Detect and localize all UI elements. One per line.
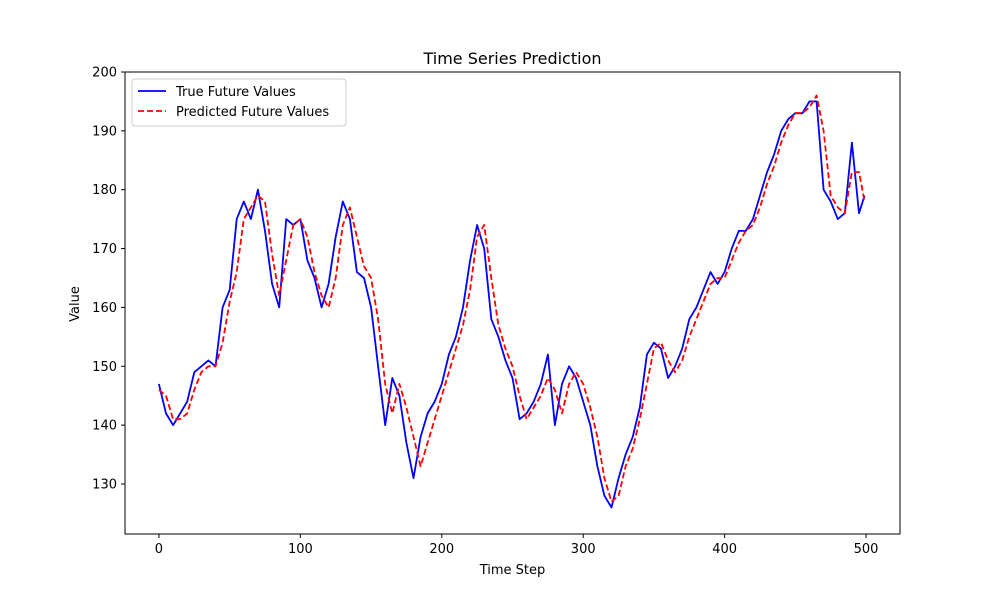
x-axis-label: Time Step <box>479 563 546 578</box>
y-tick-label: 140 <box>92 419 117 434</box>
y-tick-label: 200 <box>92 66 117 81</box>
x-tick-label: 200 <box>429 542 454 557</box>
x-tick-label: 300 <box>571 542 596 557</box>
y-tick-label: 180 <box>92 183 117 198</box>
y-tick-label: 190 <box>92 124 117 139</box>
x-tick-label: 100 <box>288 542 313 557</box>
x-tick-label: 500 <box>854 542 879 557</box>
legend-label-predicted: Predicted Future Values <box>176 105 329 120</box>
legend: True Future Values Predicted Future Valu… <box>131 78 347 127</box>
y-axis-label: Value <box>68 286 83 322</box>
y-tick-label: 160 <box>92 301 117 316</box>
x-axis: 0 100 200 300 400 500 <box>155 534 879 557</box>
legend-label-true: True Future Values <box>175 85 296 100</box>
x-tick-label: 0 <box>155 542 163 557</box>
legend-box <box>131 78 347 127</box>
x-tick-label: 400 <box>712 542 737 557</box>
y-tick-label: 150 <box>92 360 117 375</box>
chart-title: Time Series Prediction <box>422 49 601 68</box>
y-tick-label: 130 <box>92 477 117 492</box>
series-line-predicted <box>158 94 866 503</box>
plot-frame <box>124 71 901 535</box>
plot-area <box>158 94 866 509</box>
y-axis: 130 140 150 160 170 180 190 200 <box>92 66 125 492</box>
series-line-true <box>158 100 866 509</box>
y-tick-label: 170 <box>92 242 117 257</box>
